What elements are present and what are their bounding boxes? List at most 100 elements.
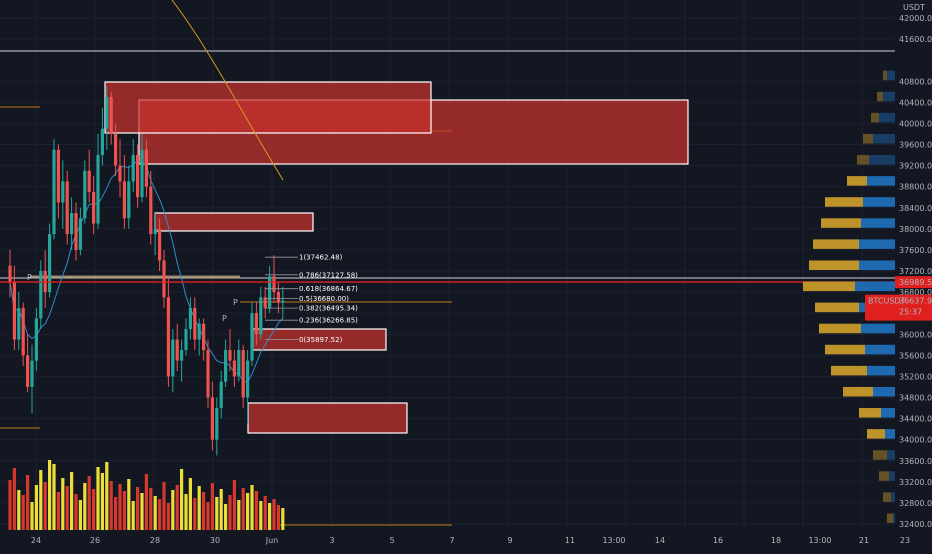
volume-profile-buy <box>873 133 895 144</box>
candle-body <box>180 350 184 361</box>
candle-body <box>87 170 91 192</box>
price-tick-label: 38400.00 <box>899 204 932 213</box>
candle-body <box>210 397 214 440</box>
symbol-tag: BTCUSDT <box>868 297 906 306</box>
time-tick-label: 26 <box>90 536 100 545</box>
candle-body <box>237 350 241 377</box>
volume-bar <box>118 484 122 530</box>
candle-body <box>56 149 60 203</box>
moving-average-orange <box>171 0 284 181</box>
volume-profile-buy <box>861 323 895 334</box>
candle-body <box>12 281 16 340</box>
volume-profile-buy <box>873 386 895 397</box>
volume-profile-sell <box>879 471 889 481</box>
candle-body <box>144 149 148 187</box>
volume-bar <box>202 492 206 530</box>
price-tick-label: 36800.00 <box>899 288 932 297</box>
volume-profile-sell <box>843 386 873 397</box>
candle-body <box>263 297 267 308</box>
volume-bar <box>259 501 263 530</box>
candle-body <box>122 181 126 219</box>
candle-body <box>250 313 254 361</box>
candle-body <box>78 218 82 250</box>
candle-body <box>276 292 280 303</box>
volume-bar <box>56 492 60 530</box>
supply-zone <box>104 81 432 134</box>
candle-body <box>184 328 188 351</box>
candle-body <box>272 276 276 293</box>
volume-bar <box>276 505 280 530</box>
candle-body <box>224 350 228 382</box>
price-tick-label: 41600.00 <box>899 35 932 44</box>
volume-profile-buy <box>867 365 895 376</box>
volume-bar <box>166 503 170 530</box>
price-tick-label: 32400.00 <box>899 520 932 529</box>
volume-bar <box>149 488 153 530</box>
candle-body <box>52 149 56 235</box>
volume-bar <box>100 473 104 530</box>
time-tick-label: 28 <box>150 536 160 545</box>
volume-profile-sell <box>831 365 867 376</box>
price-marker-tag <box>865 294 932 321</box>
price-tick-label: 34400.00 <box>899 415 932 424</box>
candle-body <box>162 260 166 298</box>
candle-body <box>8 265 12 282</box>
candle-body <box>105 97 109 129</box>
time-tick-label: 11 <box>565 536 575 545</box>
price-tick-label: 34000.00 <box>899 436 932 445</box>
candle-body <box>246 360 250 398</box>
pivot-marker: P <box>27 273 32 282</box>
volume-bar <box>21 495 25 530</box>
time-tick-label: 14 <box>655 536 665 545</box>
fib-level-label: 0.786(37127.58) <box>299 271 358 279</box>
volume-bar <box>193 498 197 530</box>
volume-bar <box>96 467 100 530</box>
candle-body <box>118 165 122 182</box>
volume-bar <box>175 485 179 530</box>
price-tick-label: 39200.00 <box>899 162 932 171</box>
volume-profile-sell <box>877 91 883 102</box>
price-marker-value: 36637.99 <box>899 297 932 306</box>
volume-profile-buy <box>889 471 895 481</box>
volume-bar <box>78 500 82 530</box>
volume-profile-sell <box>859 408 881 418</box>
candle-body <box>219 381 223 409</box>
time-tick-label: 13:00 <box>808 536 831 545</box>
candle-body <box>254 313 258 335</box>
volume-profile-sell <box>847 176 867 186</box>
volume-profile-sell <box>863 133 873 144</box>
volume-bar <box>188 478 192 530</box>
volume-bar <box>206 502 210 530</box>
time-tick-label: 5 <box>389 536 394 545</box>
volume-bar <box>153 496 157 530</box>
candle-body <box>136 155 140 198</box>
volume-bar <box>281 508 285 530</box>
volume-profile-buy <box>859 260 895 270</box>
volume-bar <box>144 474 148 530</box>
volume-profile-buy <box>859 239 895 249</box>
pivot-marker: P <box>233 298 238 307</box>
time-tick-label: 21 <box>859 536 869 545</box>
volume-bar <box>122 491 126 530</box>
volume-profile-sell <box>857 155 869 165</box>
candle-body <box>197 323 201 340</box>
volume-bar <box>30 502 34 530</box>
price-tick-label: 36000.00 <box>899 330 932 339</box>
time-tick-label: 13:00 <box>602 536 625 545</box>
volume-bar <box>136 487 140 530</box>
time-tick-label: 18 <box>771 536 781 545</box>
volume-profile-sell <box>815 302 859 313</box>
candle-body <box>158 228 162 261</box>
price-tick-label: 38800.00 <box>899 183 932 192</box>
volume-bar <box>210 483 214 530</box>
volume-profile-sell <box>821 218 861 228</box>
candle-body <box>26 355 30 387</box>
volume-profile-buy <box>865 344 895 355</box>
volume-bar <box>224 504 228 530</box>
candle-body <box>17 307 21 340</box>
candle-body <box>268 276 272 308</box>
volume-profile-sell <box>813 239 859 249</box>
volume-profile-buy <box>887 70 895 81</box>
candle-body <box>92 191 96 224</box>
